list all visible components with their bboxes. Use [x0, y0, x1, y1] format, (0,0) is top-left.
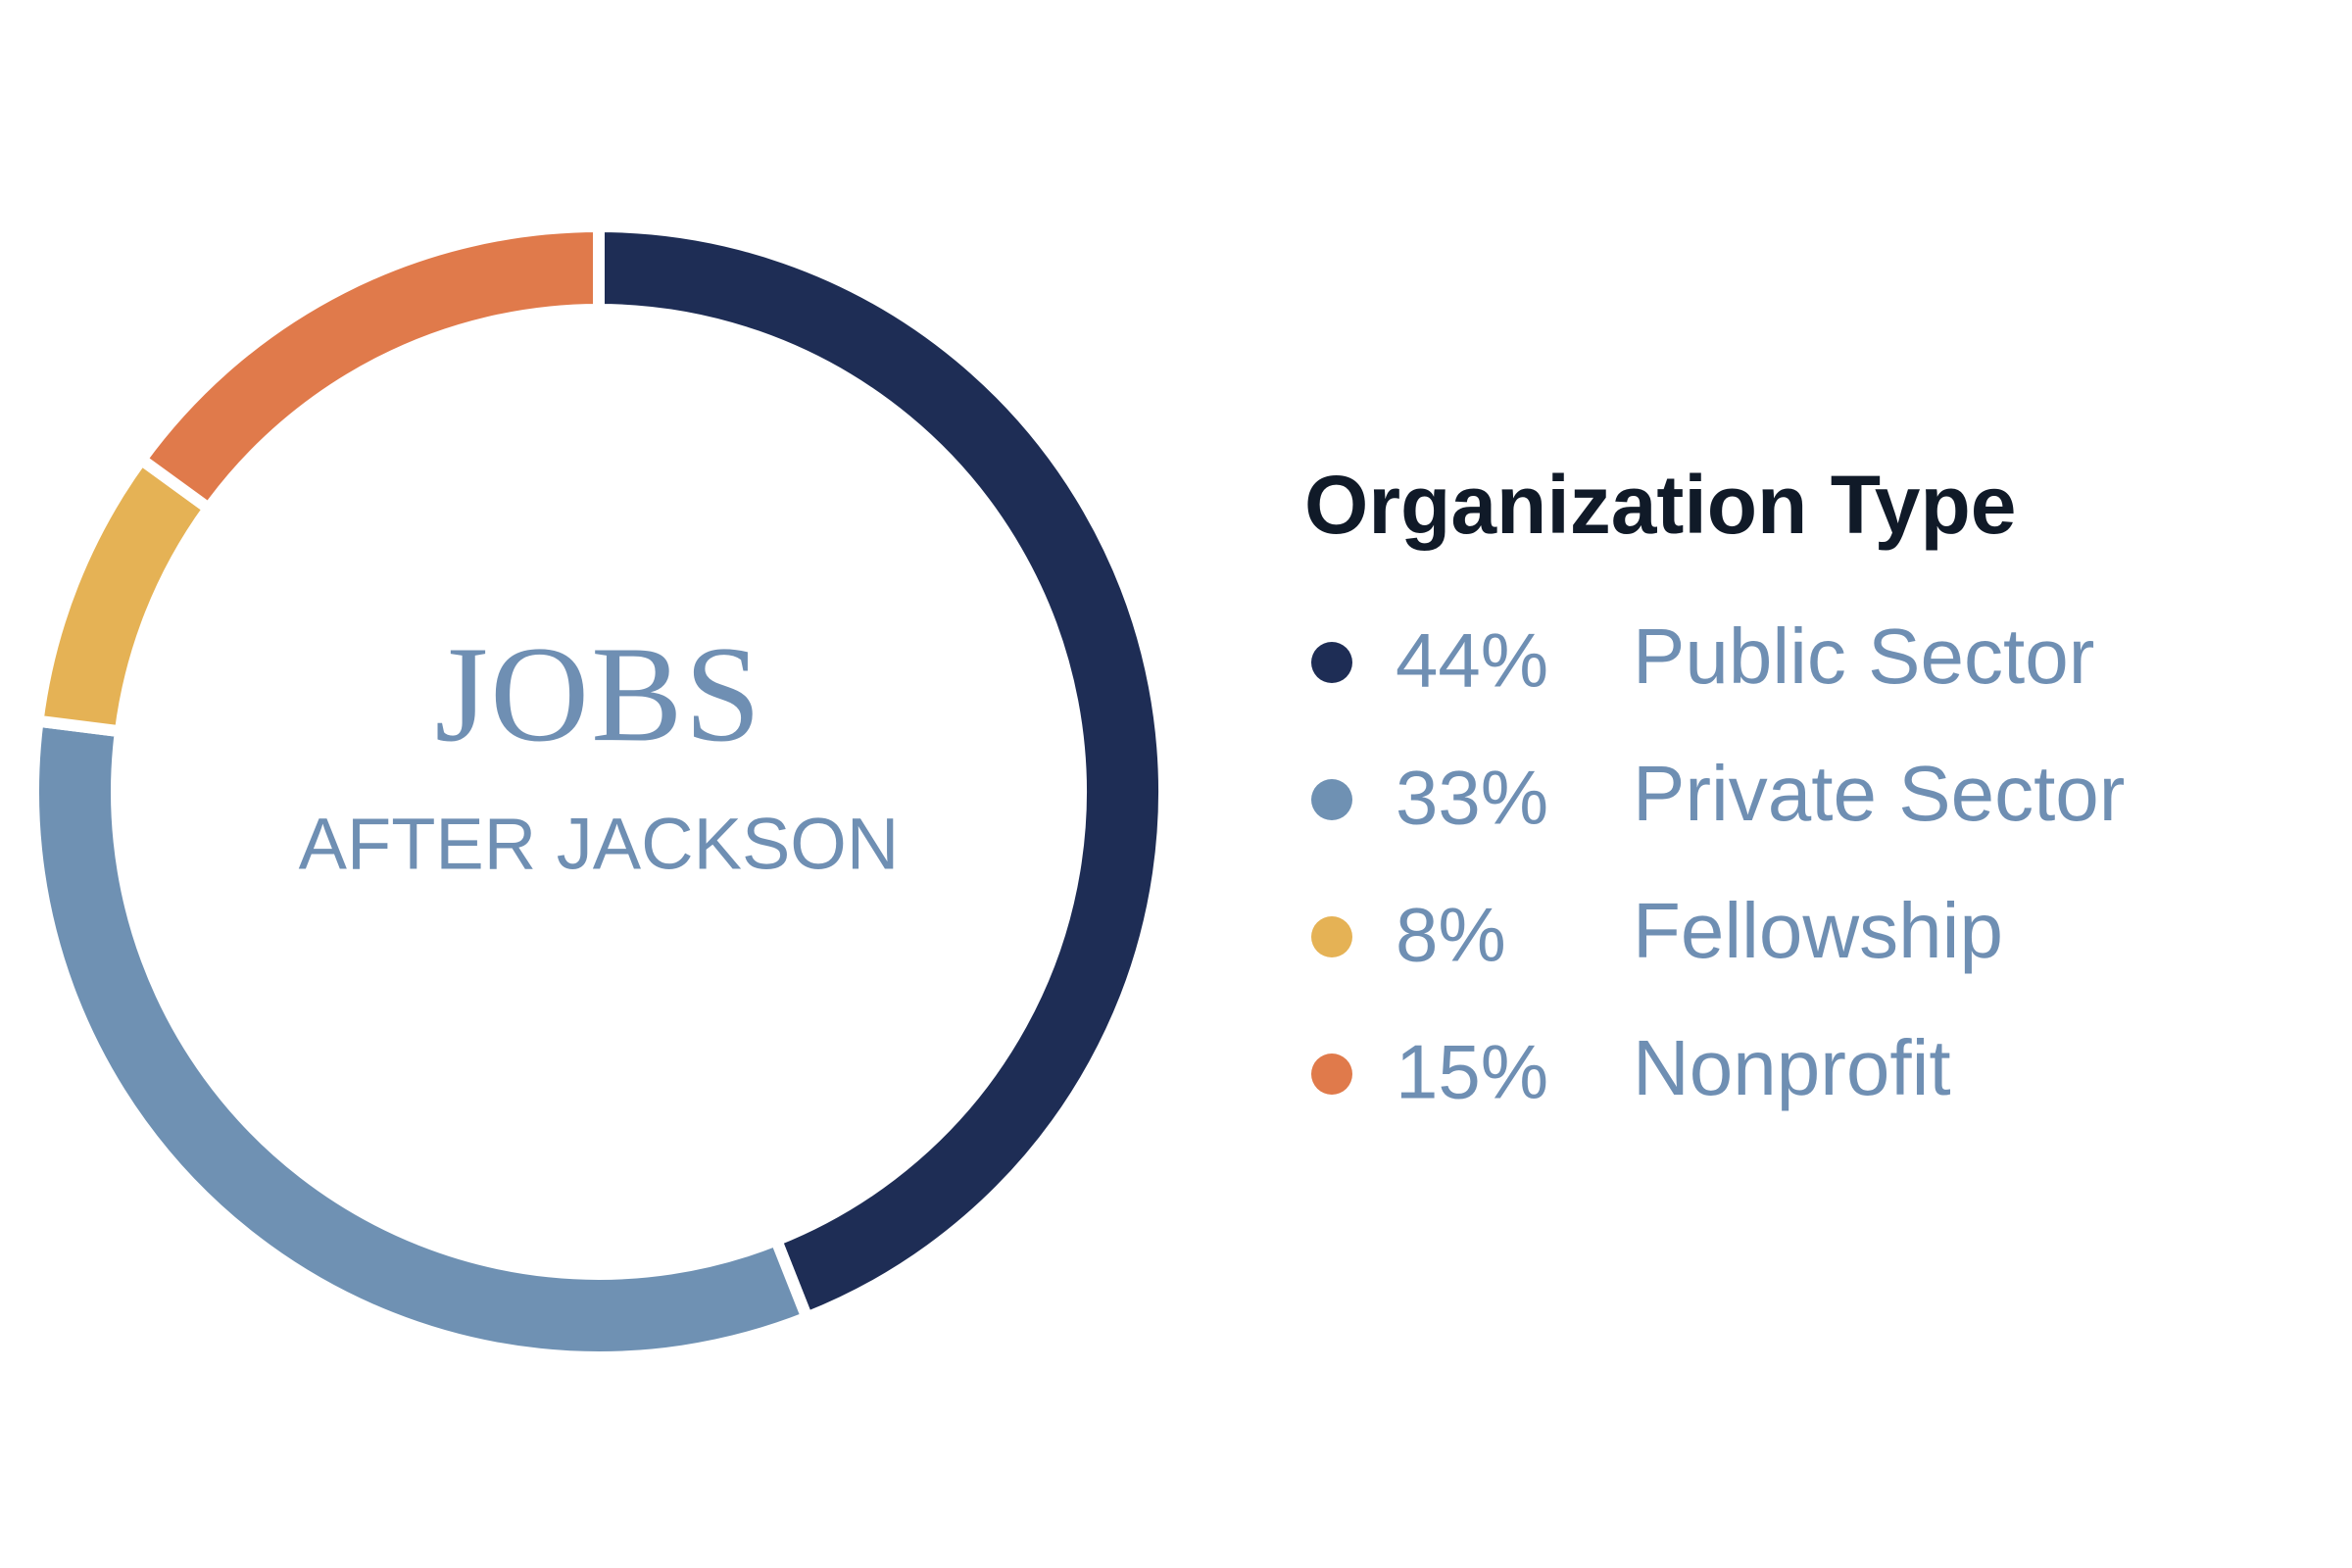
legend-value-label: 44% [1396, 617, 1548, 704]
legend-value-label: 33% [1396, 755, 1548, 841]
legend-title: Organization Type [1304, 459, 2017, 551]
donut-segment [132, 220, 605, 517]
center-subtitle: AFTER JACKSON [299, 804, 900, 885]
center-title: JOBS [435, 618, 763, 770]
legend-label: Public Sector [1633, 612, 2094, 700]
legend-label: Private Sector [1633, 750, 2125, 837]
legend-marker [1311, 779, 1352, 820]
legend-marker [1311, 1054, 1352, 1095]
legend-value-label: 8% [1396, 892, 1506, 978]
legend-value-label: 15% [1396, 1029, 1548, 1115]
donut-segment [593, 220, 1170, 1326]
legend-marker [1311, 642, 1352, 683]
legend-label: Fellowship [1633, 887, 2003, 974]
legend-label: Nonprofit [1633, 1024, 1951, 1111]
legend-marker [1311, 916, 1352, 957]
donut-segment [30, 451, 218, 739]
